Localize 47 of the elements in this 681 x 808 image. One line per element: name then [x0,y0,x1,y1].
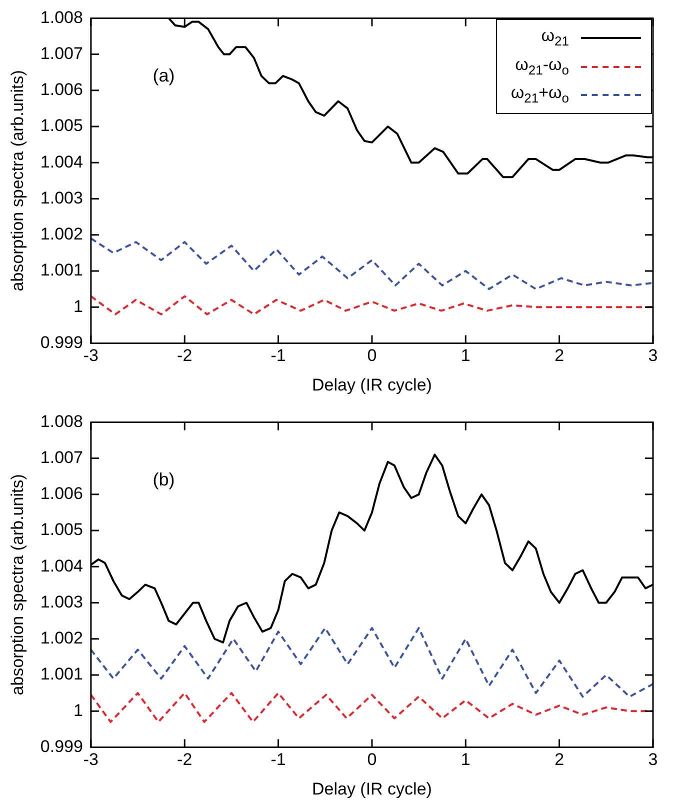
y-tick-label: 0.999 [40,332,83,352]
line-series [90,627,653,698]
line-series [90,237,653,290]
x-axis-title: Delay (IR cycle) [312,375,432,394]
y-tick-label: 1.008 [40,8,83,27]
legend-label: ω$_{21}$-ω$_{o}$ [515,54,569,79]
y-tick-label: 1 [73,296,83,316]
x-tick-label: 2 [554,346,564,366]
y-tick-label: 1.007 [40,44,83,63]
line-series [90,295,653,316]
x-axis-title: Delay (IR cycle) [312,779,432,798]
x-tick-label: -2 [177,750,192,770]
x-tick-label: 0 [367,750,377,770]
x-tick-label: 0 [367,346,377,366]
x-tick-label: 1 [460,750,470,770]
x-tick-label: -2 [177,346,192,366]
y-tick-label: 1.002 [40,224,83,244]
y-tick-label: 1.006 [40,80,83,100]
annotation: (b) [152,470,175,490]
y-tick-label: 1.004 [40,152,83,172]
y-tick-label: 1.006 [40,484,83,504]
y-tick-label: 1.004 [40,556,83,576]
y-tick-label: 1.001 [40,260,83,280]
y-axis-title: absorption spectra (arb.units) [8,70,27,292]
y-axis-title: absorption spectra (arb.units) [8,474,27,696]
legend-label: ω$_{21}$+ω$_{o}$ [510,82,569,108]
y-tick-label: 0.999 [40,736,83,756]
y-tick-label: 1.001 [40,664,83,684]
x-tick-label: -3 [83,346,99,366]
y-tick-label: 1.007 [40,448,83,467]
x-tick-label: 1 [460,346,470,366]
y-tick-label: 1.003 [40,188,83,208]
x-tick-label: -1 [270,750,286,770]
y-tick-label: 1.008 [40,412,83,431]
y-tick-label: 1.005 [40,520,83,540]
annotation: (a) [152,66,175,86]
x-tick-label: 3 [648,346,658,366]
legend-label: ω$_{21}$ [541,25,569,51]
line-series [90,692,653,723]
x-tick-label: 2 [554,750,564,770]
y-tick-label: 1.003 [40,592,83,612]
y-tick-label: 1.005 [40,116,83,136]
x-tick-label: 3 [648,750,658,770]
y-tick-label: 1 [73,700,83,720]
y-tick-label: 1.002 [40,628,83,648]
x-tick-label: -1 [270,346,286,366]
x-tick-label: -3 [83,750,99,770]
